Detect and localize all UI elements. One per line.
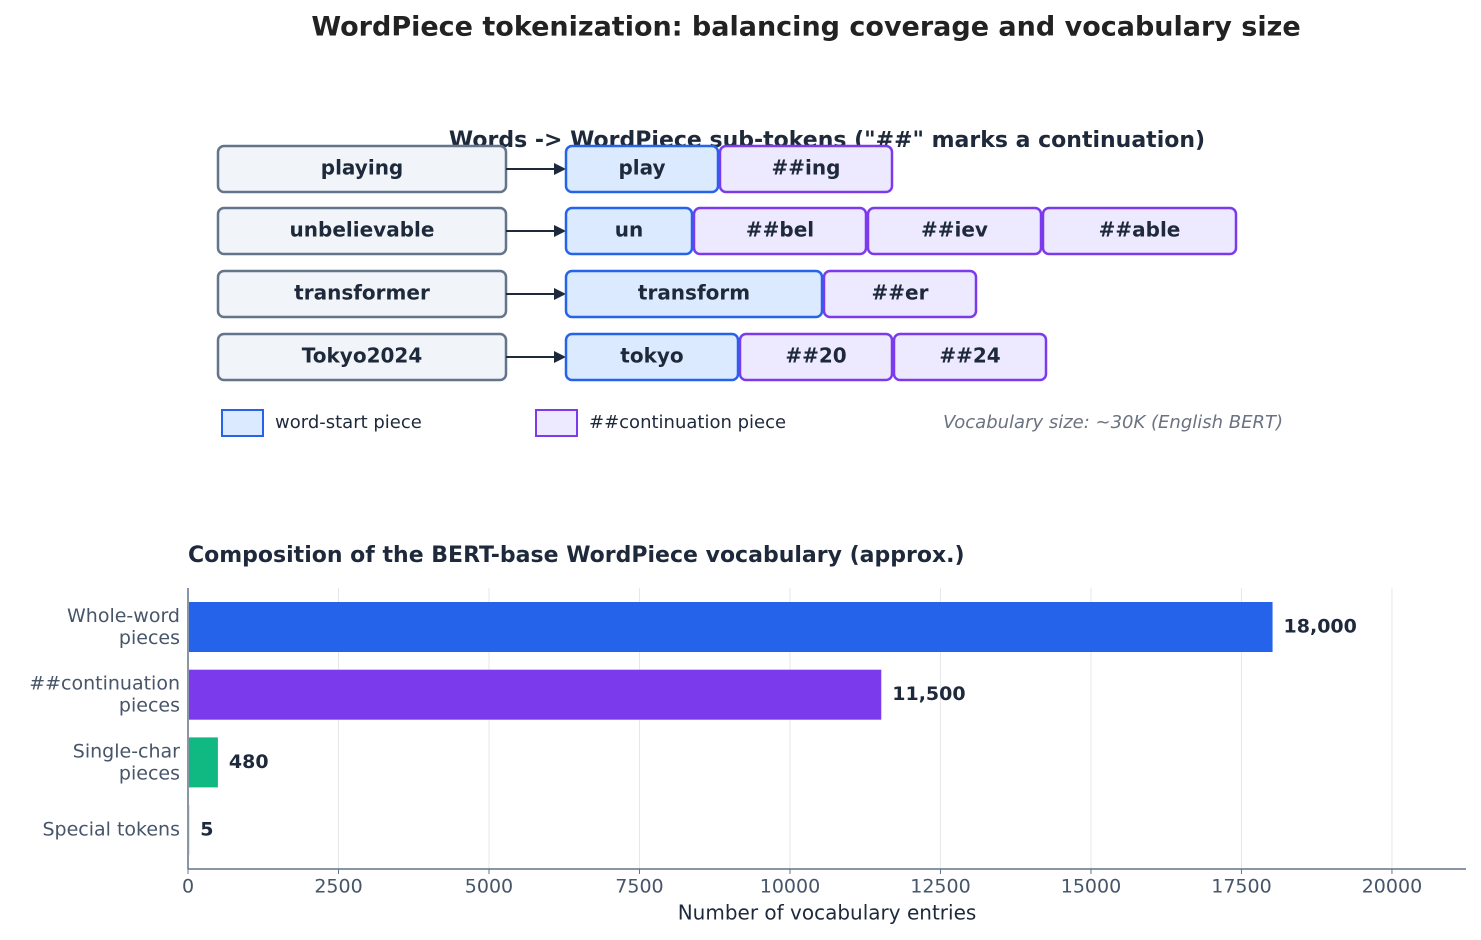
x-tick-label: 2500: [314, 876, 362, 898]
bar: [189, 602, 1273, 652]
value-label: 11,500: [892, 683, 965, 705]
continuation-piece: [718, 144, 894, 194]
x-tick-label: 20000: [1362, 876, 1422, 898]
legend-label: ##continuation piece: [589, 412, 786, 433]
legend-swatch: [221, 409, 264, 437]
legend-label: word-start piece: [275, 412, 422, 433]
piece-label: play: [618, 156, 665, 180]
start-piece: [564, 144, 720, 194]
x-axis-label: Number of vocabulary entries: [678, 901, 977, 925]
continuation-piece: [692, 206, 868, 256]
continuation-piece: [1041, 206, 1238, 256]
piece-label: ##able: [1099, 218, 1181, 242]
start-piece: [564, 332, 740, 382]
value-label: 18,000: [1284, 616, 1357, 638]
continuation-piece: [738, 332, 894, 382]
y-tick-label: Single-char pieces: [73, 740, 180, 784]
continuation-piece: [866, 206, 1043, 256]
chart-title: Composition of the BERT-base WordPiece v…: [188, 543, 965, 568]
legend-swatch: [535, 409, 578, 437]
start-piece: [564, 206, 694, 256]
arrow-head: [554, 288, 566, 300]
start-piece: [564, 269, 824, 319]
x-tick-label: 5000: [465, 876, 513, 898]
piece-label: ##bel: [746, 218, 814, 242]
x-tick-label: 0: [182, 876, 194, 898]
y-tick-label: Special tokens: [42, 819, 180, 841]
word-label: playing: [321, 156, 404, 180]
arrow-head: [554, 163, 566, 175]
x-tick-label: 7500: [615, 876, 663, 898]
piece-label: ##er: [872, 281, 929, 305]
piece-label: ##iev: [921, 218, 988, 242]
value-label: 480: [229, 751, 269, 773]
arrow-head: [554, 351, 566, 363]
piece-label: ##24: [939, 344, 1000, 368]
word-label: unbelievable: [290, 218, 435, 242]
x-tick-label: 12500: [910, 876, 970, 898]
y-tick-label: Whole-word pieces: [67, 605, 180, 649]
x-tick-label: 10000: [760, 876, 820, 898]
x-tick-label: 17500: [1211, 876, 1271, 898]
bar: [189, 669, 882, 720]
piece-label: ##ing: [772, 156, 841, 180]
piece-label: tokyo: [620, 344, 683, 368]
arrow-head: [554, 225, 566, 237]
piece-label: un: [615, 218, 643, 242]
continuation-piece: [822, 269, 978, 319]
y-tick-label: ##continuation pieces: [29, 672, 180, 716]
x-tick-label: 15000: [1061, 876, 1121, 898]
value-label: 5: [200, 819, 213, 841]
bar: [189, 737, 218, 788]
piece-label: ##20: [785, 344, 846, 368]
figure-title: WordPiece tokenization: balancing covera…: [311, 12, 1300, 43]
piece-label: transform: [638, 281, 750, 305]
continuation-piece: [892, 332, 1048, 382]
word-label: transformer: [294, 281, 430, 305]
vocab-note: Vocabulary size: ~30K (English BERT): [943, 412, 1283, 433]
word-label: Tokyo2024: [302, 344, 422, 368]
